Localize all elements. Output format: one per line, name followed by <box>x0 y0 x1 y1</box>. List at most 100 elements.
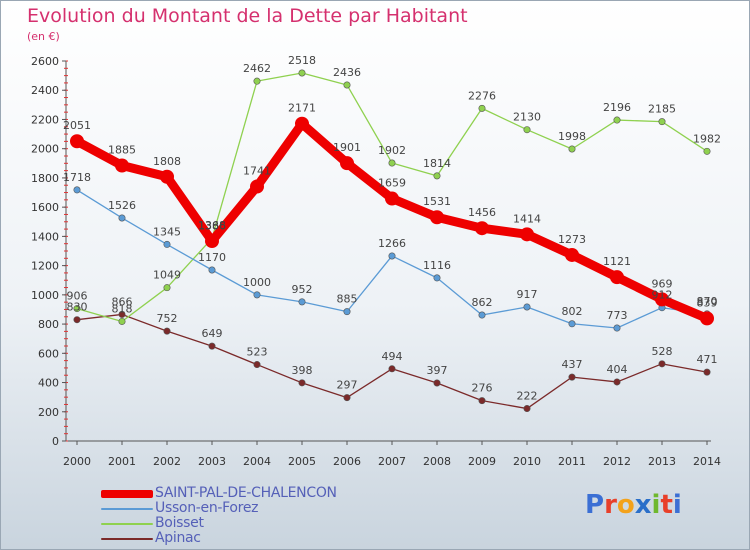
data-point <box>568 145 576 153</box>
data-point <box>253 291 261 299</box>
data-point <box>520 227 534 242</box>
data-point <box>430 210 444 225</box>
y-tick-label: 1400 <box>31 230 59 243</box>
x-tick-label: 2007 <box>378 455 406 468</box>
data-point <box>298 69 306 77</box>
data-point <box>295 116 309 131</box>
y-tick-label: 1600 <box>31 201 59 214</box>
data-point <box>115 158 129 173</box>
data-point <box>475 221 489 236</box>
data-label: 2196 <box>603 101 631 114</box>
data-point <box>658 360 666 368</box>
x-tick-label: 2010 <box>513 455 541 468</box>
y-tick-label: 1800 <box>31 172 59 185</box>
data-point <box>433 274 441 282</box>
data-label: 1414 <box>513 212 541 225</box>
data-point <box>253 77 261 85</box>
x-tick-label: 2005 <box>288 455 316 468</box>
data-point <box>655 292 669 307</box>
data-label: 2462 <box>243 62 271 75</box>
data-label: 1386 <box>198 219 226 232</box>
data-label: 1345 <box>153 225 181 238</box>
chart-subtitle: (en €) <box>27 30 60 43</box>
data-point <box>610 270 624 285</box>
data-label: 885 <box>337 293 358 306</box>
data-point <box>433 172 441 180</box>
chart-points <box>70 69 714 413</box>
data-point <box>73 305 81 313</box>
data-label: 2130 <box>513 111 541 124</box>
data-label: 906 <box>67 290 88 303</box>
y-tick-label: 400 <box>38 377 59 390</box>
data-label: 1116 <box>423 259 451 272</box>
data-point <box>385 191 399 206</box>
y-tick-label: 2400 <box>31 84 59 97</box>
data-label: 528 <box>652 345 673 358</box>
data-label: 1368 <box>198 219 226 232</box>
data-label: 839 <box>697 296 718 309</box>
x-tick-label: 2001 <box>108 455 136 468</box>
data-point <box>208 342 216 350</box>
data-point <box>250 179 264 194</box>
data-label: 398 <box>292 364 313 377</box>
x-tick-label: 2008 <box>423 455 451 468</box>
data-label: 870 <box>697 295 718 308</box>
data-label: 2436 <box>333 66 361 79</box>
data-label: 297 <box>337 379 358 392</box>
data-label: 222 <box>517 390 538 403</box>
y-tick-label: 2200 <box>31 113 59 126</box>
data-label: 1049 <box>153 269 181 282</box>
data-label: 1170 <box>198 251 226 264</box>
chart-axes: 0 200 400 600 800 1000 1200 1400 1600 1800 2000 220… <box>31 55 721 468</box>
data-label: 1000 <box>243 276 271 289</box>
data-label: 952 <box>292 283 313 296</box>
data-label: 773 <box>607 309 628 322</box>
data-label: 830 <box>67 301 88 314</box>
legend-swatch <box>101 490 153 498</box>
x-tick-label: 2011 <box>558 455 586 468</box>
y-tick-label: 0 <box>52 435 59 448</box>
chart-data-labels: 2051 1885 1808 1368 1741 2171 1901 1659 1531 1456… <box>63 54 721 403</box>
data-label: 397 <box>427 364 448 377</box>
data-label: 866 <box>112 295 133 308</box>
x-tick-label: 2012 <box>603 455 631 468</box>
proxiti-logo: Proxiti <box>585 490 682 520</box>
x-tick-label: 2013 <box>648 455 676 468</box>
data-point <box>613 378 621 386</box>
y-tick-label: 1200 <box>31 260 59 273</box>
data-point <box>205 234 219 249</box>
data-point <box>160 169 174 184</box>
brand-letter: i <box>672 490 682 520</box>
brand-letter: o <box>616 490 635 520</box>
y-tick-label: 800 <box>38 318 59 331</box>
data-point <box>478 311 486 319</box>
data-label: 1121 <box>603 255 631 268</box>
data-point <box>208 266 216 274</box>
data-point <box>568 320 576 328</box>
data-point <box>613 324 621 332</box>
legend-swatch <box>101 508 153 510</box>
data-label: 1998 <box>558 130 586 143</box>
legend-label: Apinac <box>155 530 201 546</box>
data-point <box>523 405 531 413</box>
y-tick-label: 2000 <box>31 143 59 156</box>
data-point <box>298 298 306 306</box>
data-label: 917 <box>517 288 538 301</box>
data-label: 2185 <box>648 103 676 116</box>
data-point <box>118 214 126 222</box>
x-tick-label: 2009 <box>468 455 496 468</box>
x-tick-label: 2002 <box>153 455 181 468</box>
data-label: 649 <box>202 327 223 340</box>
legend-label: Boisset <box>155 515 204 531</box>
data-label: 1273 <box>558 233 586 246</box>
data-label: 1456 <box>468 206 496 219</box>
data-point <box>388 252 396 260</box>
data-point <box>703 368 711 376</box>
data-point <box>523 303 531 311</box>
data-point <box>700 311 714 326</box>
y-tick-label: 600 <box>38 347 59 360</box>
data-point <box>478 104 486 112</box>
data-point <box>658 118 666 126</box>
